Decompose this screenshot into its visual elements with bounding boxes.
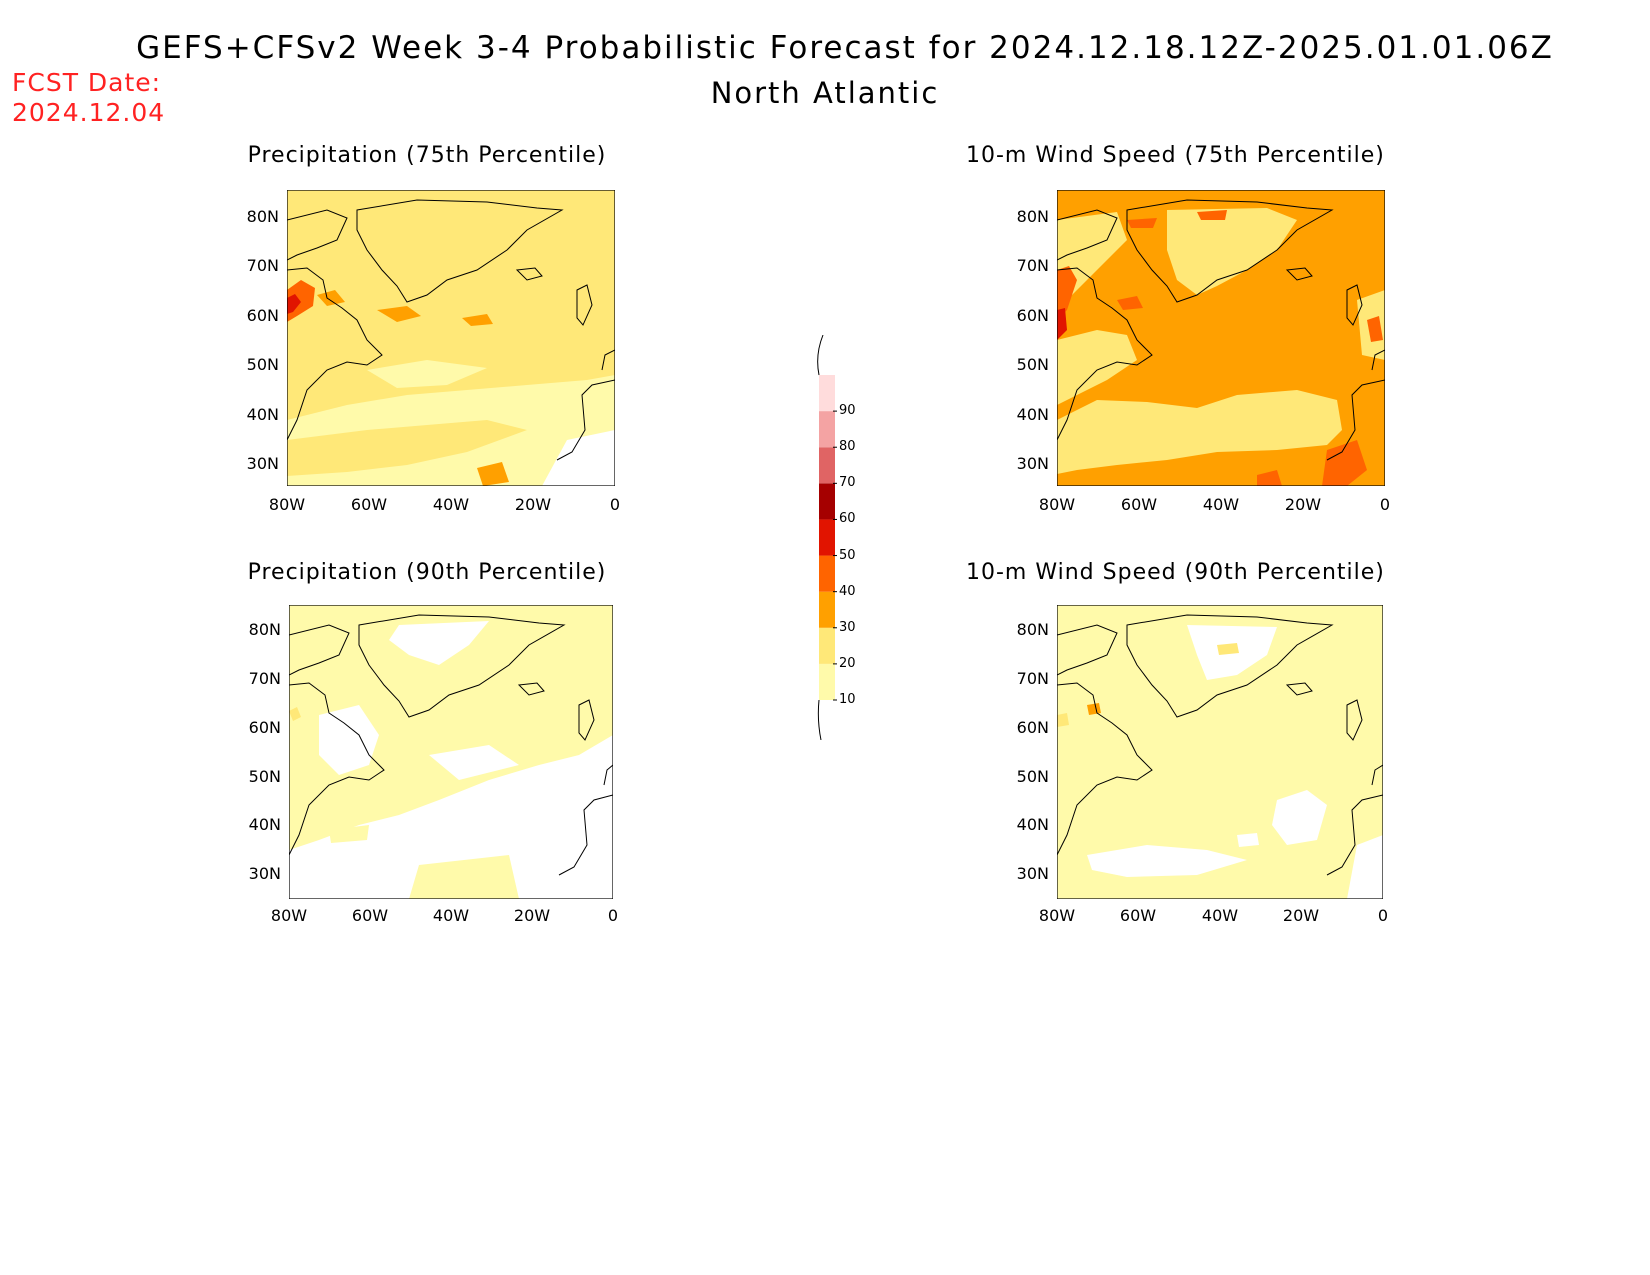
- lat-label: 80N: [1016, 620, 1049, 639]
- map-wind75: [1057, 190, 1385, 486]
- panel-title-wind90: 10-m Wind Speed (90th Percentile): [966, 560, 1385, 585]
- lon-label: 40W: [432, 495, 470, 514]
- lat-label: 30N: [1016, 864, 1049, 883]
- colorbar-label: 80: [839, 439, 856, 455]
- lon-label: 80W: [268, 495, 306, 514]
- lon-label: 60W: [350, 495, 388, 514]
- lat-label: 40N: [246, 405, 279, 424]
- lon-label: 20W: [513, 906, 551, 925]
- lat-label: 70N: [1016, 256, 1049, 275]
- lon-label: 60W: [351, 906, 389, 925]
- lon-label: 0: [1377, 906, 1389, 925]
- lat-label: 80N: [1016, 207, 1049, 226]
- lat-label: 60N: [1016, 718, 1049, 737]
- colorbar-swatch: [819, 591, 835, 628]
- panel-title-precip75: Precipitation (75th Percentile): [247, 143, 607, 168]
- colorbar-label: 90: [839, 403, 856, 419]
- lon-label: 40W: [1201, 906, 1239, 925]
- lat-label: 70N: [246, 256, 279, 275]
- colorbar-label: 40: [839, 583, 856, 599]
- lat-label: 30N: [248, 864, 281, 883]
- lon-label: 60W: [1119, 906, 1157, 925]
- colorbar-swatch: [819, 627, 835, 664]
- lon-label: 80W: [1038, 906, 1076, 925]
- lat-label: 70N: [248, 669, 281, 688]
- colorbar-swatch: [819, 375, 835, 412]
- colorbar-swatch: [819, 447, 835, 484]
- lat-label: 70N: [1016, 669, 1049, 688]
- colorbar-label: 20: [839, 655, 856, 671]
- colorbar-swatch: [819, 663, 835, 700]
- colorbar-swatch: [819, 411, 835, 448]
- lat-label: 50N: [1016, 767, 1049, 786]
- lat-label: 50N: [246, 355, 279, 374]
- lon-label: 0: [1379, 495, 1391, 514]
- region-subtitle: North Atlantic: [710, 76, 940, 110]
- colorbar-label: 30: [839, 619, 856, 635]
- lon-label: 80W: [1038, 495, 1076, 514]
- colorbar-label: 50: [839, 547, 856, 563]
- lat-label: 30N: [1016, 454, 1049, 473]
- colorbar-swatch: [819, 483, 835, 520]
- lon-label: 20W: [1284, 495, 1322, 514]
- panel-title-precip90: Precipitation (90th Percentile): [247, 560, 607, 585]
- colorbar-label: 10: [839, 692, 856, 707]
- panel-title-wind75: 10-m Wind Speed (75th Percentile): [966, 143, 1385, 168]
- colorbar: [817, 335, 837, 740]
- lat-label: 40N: [1016, 815, 1049, 834]
- map-precip75: [287, 190, 615, 486]
- lon-label: 40W: [1202, 495, 1240, 514]
- lon-label: 20W: [514, 495, 552, 514]
- lat-label: 40N: [1016, 405, 1049, 424]
- colorbar-swatch: [819, 555, 835, 592]
- map-wind90: [1057, 605, 1383, 899]
- lat-label: 50N: [248, 767, 281, 786]
- lat-label: 30N: [246, 454, 279, 473]
- lon-label: 60W: [1120, 495, 1158, 514]
- lon-label: 40W: [432, 906, 470, 925]
- fcst-date-label: FCST Date:: [12, 68, 162, 97]
- fcst-date-value: 2024.12.04: [12, 98, 166, 127]
- colorbar-swatch: [819, 519, 835, 556]
- lat-label: 40N: [248, 815, 281, 834]
- lat-label: 60N: [248, 718, 281, 737]
- lon-label: 80W: [270, 906, 308, 925]
- colorbar-label: 60: [839, 511, 856, 527]
- lat-label: 80N: [248, 620, 281, 639]
- lon-label: 0: [607, 906, 619, 925]
- lat-label: 80N: [246, 207, 279, 226]
- lat-label: 50N: [1016, 355, 1049, 374]
- lat-label: 60N: [1016, 306, 1049, 325]
- lon-label: 0: [609, 495, 621, 514]
- colorbar-label: 70: [839, 475, 856, 491]
- lat-label: 60N: [246, 306, 279, 325]
- page-title: GEFS+CFSv2 Week 3-4 Probabilistic Foreca…: [136, 30, 1554, 66]
- lon-label: 20W: [1282, 906, 1320, 925]
- map-precip90: [289, 605, 613, 899]
